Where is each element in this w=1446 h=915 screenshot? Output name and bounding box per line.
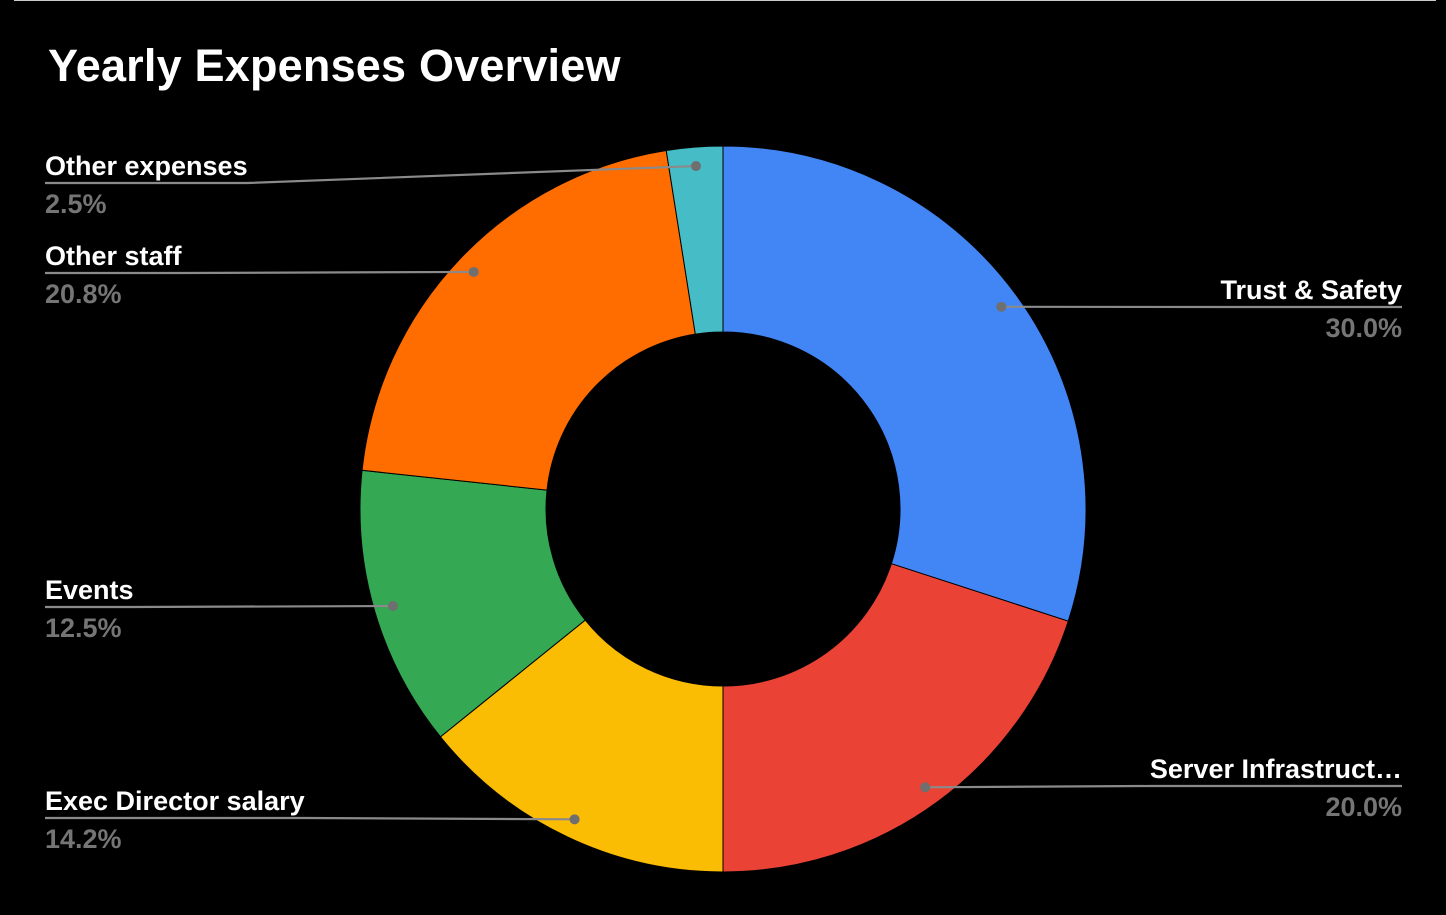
slice-percent-text: 2.5% <box>45 189 107 219</box>
slice-exec-director-salary[interactable] <box>439 619 724 873</box>
slice-events[interactable] <box>359 469 586 738</box>
slice-trust-safety[interactable] <box>722 145 1087 622</box>
slice-label-text: Server Infrastruct… <box>1149 754 1402 784</box>
leader-line-other-expenses <box>45 164 697 185</box>
leader-dot-trust-safety <box>996 301 1007 312</box>
slice-percent-text: 12.5% <box>45 613 122 643</box>
leader-line-exec-director-salary <box>45 816 575 821</box>
chart-title: Yearly Expenses Overview <box>48 40 621 91</box>
leader-line-events <box>45 604 393 609</box>
leader-dot-server-infrastruct <box>920 782 931 793</box>
slice-server-infrastruct[interactable] <box>722 563 1069 873</box>
slice-label-text: Other expenses <box>45 151 248 181</box>
slice-callout-exec-director-salary: Exec Director salary 14.2% <box>45 784 305 854</box>
leader-dot-other-staff <box>468 266 479 277</box>
slice-other-staff[interactable] <box>361 149 696 491</box>
slice-callout-server-infrastructure: Server Infrastruct… 20.0% <box>1150 752 1402 822</box>
window-top-edge <box>14 0 1436 1</box>
slice-label-text: Exec Director salary <box>45 786 305 816</box>
leader-dot-events <box>387 601 398 612</box>
slice-percent-text: 30.0% <box>1325 313 1402 343</box>
slice-label-text: Other staff <box>45 241 182 271</box>
leader-line-other-staff <box>45 270 474 275</box>
leader-line-server-infrastruct <box>925 784 1402 789</box>
slice-label-text: Trust & Safety <box>1220 275 1402 305</box>
slice-percent-text: 20.0% <box>1325 792 1402 822</box>
slice-callout-events: Events 12.5% <box>45 573 134 643</box>
slice-callout-other-staff: Other staff 20.8% <box>45 239 182 309</box>
slice-callout-trust-safety: Trust & Safety 30.0% <box>1220 273 1402 343</box>
slice-other-expenses[interactable] <box>665 145 724 335</box>
leader-dot-other-expenses <box>691 161 702 172</box>
leader-dot-exec-director-salary <box>569 814 580 825</box>
slice-percent-text: 14.2% <box>45 824 122 854</box>
slice-percent-text: 20.8% <box>45 279 122 309</box>
slice-label-text: Events <box>45 575 134 605</box>
slice-callout-other-expenses: Other expenses 2.5% <box>45 149 248 219</box>
